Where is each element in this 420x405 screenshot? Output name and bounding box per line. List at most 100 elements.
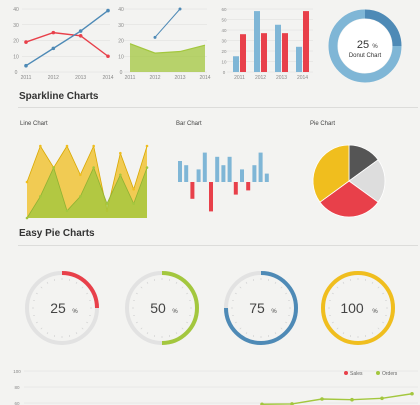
line-chart-label: Line Chart <box>20 121 48 127</box>
bar <box>303 11 309 73</box>
easy-pie-arc <box>161 271 199 345</box>
easy-pie-arc <box>61 271 99 309</box>
easy-pie-value: 75 <box>249 300 265 316</box>
legend-marker <box>344 371 348 375</box>
easy-pie-tick <box>274 332 277 335</box>
easy-pie-tick <box>384 299 388 302</box>
easy-pie-tick <box>252 278 255 282</box>
y-tick-label: 10 <box>118 54 124 60</box>
y-tick-label: 10 <box>13 54 19 60</box>
easy-pie-section-title: Easy Pie Charts <box>19 228 95 239</box>
data-point <box>65 209 69 213</box>
easy-pie-tick <box>267 334 270 338</box>
easy-pie-tick <box>188 299 192 302</box>
bar <box>252 165 257 182</box>
donut-center <box>338 19 392 73</box>
x-tick-label: 2014 <box>199 75 210 81</box>
data-point <box>178 7 182 11</box>
y-tick-label: 20 <box>13 39 19 45</box>
legend-label: Sales <box>350 371 363 377</box>
easy-pie-value: 25 <box>50 300 66 316</box>
data-point <box>145 166 149 169</box>
easy-pie-tick <box>153 278 156 282</box>
easy-pie-tick <box>364 278 367 282</box>
easy-pie-tick <box>377 286 380 289</box>
easy-pie-tick <box>153 334 156 338</box>
easy-pie-tick <box>132 299 136 302</box>
data-point <box>153 35 157 39</box>
data-point <box>24 63 28 68</box>
easy-pie-tick <box>146 332 149 335</box>
legend-label: Orders <box>382 371 398 377</box>
y-tick-label: 60 <box>14 401 20 405</box>
bar <box>258 152 263 182</box>
series-line <box>25 10 109 67</box>
easy-pie-arc <box>321 271 395 345</box>
easy-pie-tick <box>88 299 92 302</box>
easy-pie-tick <box>331 292 334 295</box>
easy-pie-tick <box>371 281 374 284</box>
easy-pie-unit: % <box>172 309 178 315</box>
data-point <box>92 144 95 148</box>
data-point <box>52 166 55 169</box>
data-point <box>51 46 56 51</box>
y-tick-label: 80 <box>14 385 20 390</box>
easy-pie-tick <box>287 314 291 317</box>
easy-pie-tick <box>231 299 235 302</box>
easy-pie-tick <box>377 327 380 330</box>
easy-pie-tick <box>336 327 339 330</box>
y-tick-label: 0 <box>223 70 226 75</box>
series-line <box>261 393 413 405</box>
bar <box>296 46 302 72</box>
easy-pie-tick <box>234 321 237 324</box>
section-divider <box>18 107 418 108</box>
easy-pie-tick <box>245 332 248 335</box>
data-point <box>145 144 149 148</box>
data-point <box>380 396 384 401</box>
bar <box>233 182 238 195</box>
easy-pie-tick <box>384 314 388 317</box>
data-point <box>132 187 135 191</box>
easy-pie-tick <box>132 314 136 317</box>
easy-pie-tick <box>81 286 84 289</box>
bar <box>178 161 182 182</box>
section-divider <box>18 245 418 246</box>
donut-segment <box>328 9 402 83</box>
easy-pie-tick <box>328 314 332 317</box>
easy-pie-tick <box>285 321 288 324</box>
bar <box>196 169 201 182</box>
data-point <box>24 40 28 44</box>
bar <box>282 33 288 72</box>
easy-pie-tick <box>40 327 43 330</box>
donut-segment <box>364 9 402 47</box>
bar <box>233 56 239 72</box>
y-tick-label: 30 <box>13 23 19 29</box>
x-tick-label: 2012 <box>255 75 266 81</box>
bar <box>227 156 232 182</box>
easy-pie-tick <box>285 292 288 295</box>
bar <box>184 165 189 182</box>
series-line <box>26 144 148 211</box>
easy-pie-tick <box>186 292 189 295</box>
easy-pie-tick <box>135 292 138 295</box>
easy-pie-tick <box>245 281 248 284</box>
bar <box>246 182 251 191</box>
pie-slice <box>312 144 350 203</box>
x-tick-label: 2011 <box>125 75 136 81</box>
easy-pie-tick <box>342 332 345 335</box>
pie-slice <box>319 180 379 218</box>
easy-pie-unit: % <box>271 309 277 315</box>
easy-pie-arc <box>224 271 298 345</box>
data-point <box>132 202 135 205</box>
easy-pie-tick <box>40 286 43 289</box>
easy-pie-tick <box>168 278 171 282</box>
data-point <box>350 397 354 402</box>
bar-chart-label: Bar Chart <box>176 121 202 127</box>
data-point <box>25 216 29 220</box>
data-point <box>92 166 95 169</box>
easy-pie-unit: % <box>372 309 378 315</box>
x-tick-label: 2012 <box>48 75 59 81</box>
easy-pie-tick <box>239 286 242 289</box>
easy-pie-tick <box>382 292 385 295</box>
